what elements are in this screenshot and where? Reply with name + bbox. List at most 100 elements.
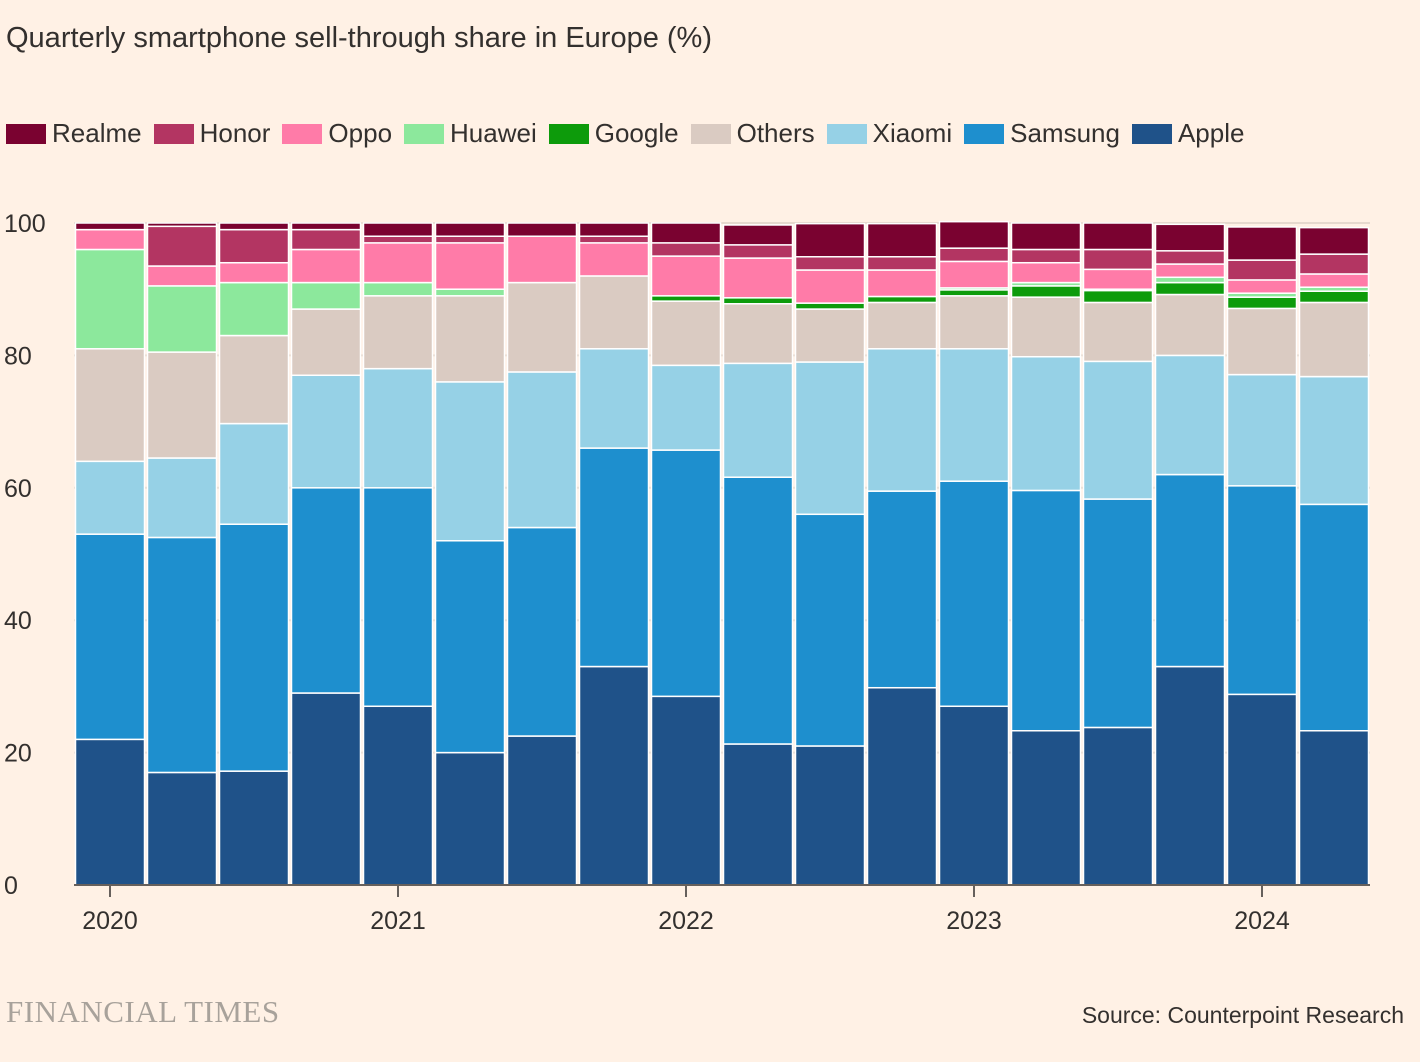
bar-segment-oppo — [290, 248, 362, 284]
bar-segment-apple — [290, 692, 362, 886]
bar-segment-honor — [290, 228, 362, 251]
bar-segment-others — [1226, 307, 1298, 376]
bar-segment-samsung — [218, 523, 290, 772]
bar-segment-samsung — [794, 513, 866, 747]
bar-segment-others — [794, 308, 866, 363]
bar-segment-huawei — [434, 288, 506, 297]
bar-segment-honor — [1010, 248, 1082, 264]
bar-segment-samsung — [578, 447, 650, 668]
bar-segment-others — [1010, 296, 1082, 358]
bar-segment-others — [578, 275, 650, 350]
bar-segment-xiaomi — [1154, 354, 1226, 476]
bar-segment-others — [1082, 301, 1154, 363]
legend-item-honor: Honor — [153, 118, 270, 149]
bar-segment-xiaomi — [218, 422, 290, 525]
legend-item-apple: Apple — [1131, 118, 1245, 149]
bar-segment-honor — [794, 256, 866, 271]
bar-segment-others — [74, 348, 146, 463]
bar-segment-honor — [218, 228, 290, 264]
bar-segment-oppo — [578, 242, 650, 277]
bar-segment-others — [650, 300, 722, 367]
bar-segment-google — [1010, 285, 1082, 298]
bar-segment-google — [1082, 289, 1154, 304]
bar-segment-realme — [722, 224, 794, 246]
bar-segment-honor — [1154, 250, 1226, 265]
bar-segment-honor — [1226, 259, 1298, 281]
bar-segment-apple — [362, 705, 434, 886]
bar-segment-xiaomi — [146, 457, 218, 539]
bar-segment-apple — [650, 695, 722, 886]
bar-segment-xiaomi — [866, 348, 938, 492]
bar-segment-realme — [650, 222, 722, 244]
bar-segment-honor — [938, 247, 1010, 263]
legend-label: Apple — [1177, 118, 1245, 148]
bar-segment-others — [1298, 301, 1370, 378]
bar-segment-samsung — [506, 526, 578, 737]
legend-swatch — [282, 123, 323, 144]
bar-segment-oppo — [1226, 279, 1298, 294]
y-tick-label: 100 — [4, 210, 46, 238]
bar-segment-others — [722, 303, 794, 365]
bar-segment-realme — [1010, 222, 1082, 251]
bar-segment-apple — [794, 745, 866, 886]
legend-label: Google — [594, 118, 679, 148]
bar-segment-realme — [866, 222, 938, 258]
x-tick-label: 2021 — [370, 907, 426, 935]
bar-segment-huawei — [290, 281, 362, 310]
bar-segment-apple — [434, 751, 506, 886]
bar-segment-xiaomi — [1082, 360, 1154, 500]
bar-segment-realme — [362, 222, 434, 237]
bar-segment-realme — [434, 222, 506, 237]
bar-segment-xiaomi — [506, 371, 578, 529]
bar-segment-others — [434, 295, 506, 383]
bar-segment-oppo — [218, 261, 290, 284]
bar-segment-realme — [506, 222, 578, 237]
legend-label: Xiaomi — [872, 118, 953, 148]
bar-segment-realme — [578, 222, 650, 237]
y-tick-label: 80 — [4, 342, 32, 370]
stacked-bar-chart: 0 20 40 60 80 100 2020 2021 2022 2023 2024 — [4, 210, 1370, 935]
bar-segment-xiaomi — [1010, 355, 1082, 492]
bar-segment-xiaomi — [722, 362, 794, 478]
bar-segment-oppo — [1010, 261, 1082, 284]
bar-segment-oppo — [938, 260, 1010, 289]
bar-segment-samsung — [866, 490, 938, 689]
legend-item-oppo: Oppo — [282, 118, 392, 149]
legend-label: Oppo — [328, 118, 393, 148]
chart-title: Quarterly smartphone sell-through share … — [6, 22, 712, 54]
legend-label: Others — [736, 118, 815, 148]
y-tick-label: 20 — [4, 740, 32, 768]
bar-segment-honor — [146, 225, 218, 267]
x-tick-label: 2024 — [1234, 907, 1290, 935]
bar-segment-apple — [146, 771, 218, 886]
bar-segment-honor — [578, 235, 650, 244]
bar-segment-apple — [1298, 730, 1370, 886]
legend-item-samsung: Samsung — [964, 118, 1120, 149]
bar-segment-others — [290, 308, 362, 377]
bar-segment-apple — [578, 665, 650, 886]
bar-segment-realme — [290, 222, 362, 231]
source-note: Source: Counterpoint Research — [1081, 1002, 1404, 1028]
legend-swatch — [6, 123, 46, 144]
bar-segment-realme — [794, 222, 866, 258]
legend-swatch — [964, 123, 1005, 144]
bar-segment-apple — [938, 705, 1010, 886]
bar-segment-honor — [722, 244, 794, 259]
bar-segment-samsung — [434, 540, 506, 754]
bar-segment-xiaomi — [434, 381, 506, 542]
bar-segment-xiaomi — [290, 374, 362, 489]
bar-segment-oppo — [650, 255, 722, 297]
bar-segment-samsung — [1010, 489, 1082, 732]
bar-segment-realme — [74, 222, 146, 231]
bar-segment-oppo — [146, 265, 218, 287]
bar-segment-others — [506, 281, 578, 373]
bar-segment-honor — [650, 242, 722, 257]
bar-segment-apple — [1154, 665, 1226, 886]
bar-segment-samsung — [938, 480, 1010, 708]
bar-segment-realme — [146, 222, 218, 228]
chart-legend: Realme Honor Oppo Huawei Google Others Xiaomi S… — [6, 118, 1256, 149]
bar-segment-samsung — [146, 536, 218, 774]
legend-item-xiaomi: Xiaomi — [826, 118, 953, 149]
legend-label: Huawei — [450, 118, 537, 148]
bar-segment-google — [866, 295, 938, 304]
